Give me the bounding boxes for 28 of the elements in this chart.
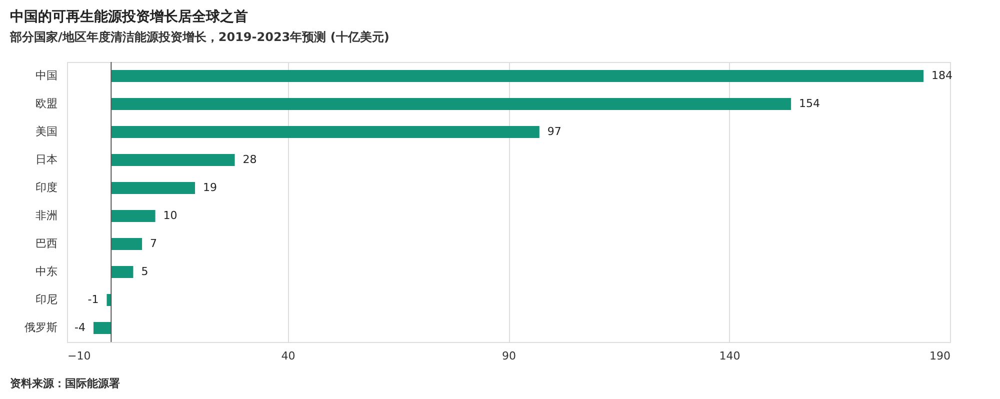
text: 资料来源：国际能源署 — [10, 377, 120, 390]
x-tick-label: 190 — [930, 350, 950, 362]
y-tick-label: 日本 — [36, 153, 58, 166]
data-label: -4 — [74, 321, 86, 334]
y-tick-label: 俄罗斯 — [24, 321, 58, 334]
chart-subtitle: 部分国家/地区年度清洁能源投资增长，2019-2023年预测 (十亿美元) — [9, 30, 390, 44]
data-label: 7 — [150, 237, 158, 250]
y-tick-label: 中国 — [36, 69, 58, 82]
y-tick-label: 非洲 — [36, 209, 58, 222]
y-tick-label: 美国 — [36, 125, 58, 138]
chart-title: 中国的可再生能源投资增长居全球之首 — [10, 8, 248, 25]
data-label: -1 — [88, 293, 99, 306]
data-label: 97 — [547, 125, 562, 138]
data-label: 184 — [932, 69, 953, 82]
x-tick-label: −10 — [68, 350, 91, 362]
x-tick-label: 90 — [502, 350, 516, 362]
y-tick-label: 欧盟 — [36, 97, 58, 110]
y-tick-label: 中东 — [36, 265, 58, 278]
y-tick-label: 巴西 — [36, 237, 58, 250]
x-tick-label: 140 — [719, 350, 740, 362]
y-tick-label: 印尼 — [36, 293, 58, 306]
x-tick-label: 40 — [281, 350, 296, 362]
data-label: 19 — [203, 181, 218, 194]
data-label: 10 — [163, 209, 178, 222]
data-label: 154 — [799, 97, 820, 110]
data-label: 5 — [141, 265, 148, 278]
y-tick-label: 印度 — [36, 181, 58, 194]
data-label: 28 — [242, 153, 257, 166]
